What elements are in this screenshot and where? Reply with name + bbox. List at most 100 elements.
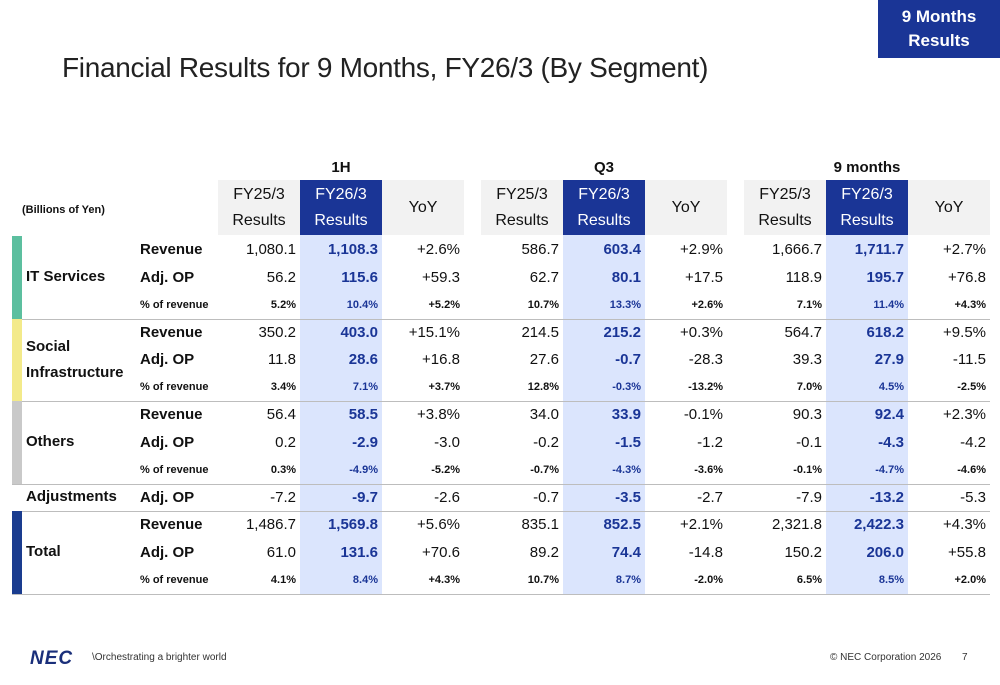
highlight-column	[826, 180, 908, 594]
highlight-column	[563, 180, 645, 594]
segment-bar	[12, 318, 22, 401]
value-cell: +15.1%	[408, 323, 460, 341]
value-cell: -0.7	[615, 351, 641, 369]
value-cell: 403.0	[340, 323, 378, 341]
value-cell: 1,080.1	[245, 241, 296, 259]
value-cell: -0.3%	[612, 381, 641, 394]
value-cell: 150.2	[784, 543, 822, 561]
value-cell: -1.2	[697, 433, 723, 451]
header-line: FY25/3	[759, 185, 811, 203]
value-cell: 92.4	[874, 406, 904, 424]
value-cell: +4.3%	[954, 298, 987, 311]
column-header: FY25/3 Results	[218, 180, 300, 235]
value-cell: 835.1	[521, 516, 559, 534]
value-cell: -4.3	[878, 433, 904, 451]
value-cell: 56.4	[266, 406, 296, 424]
value-cell: -2.6	[434, 488, 460, 506]
separator	[12, 593, 990, 595]
value-cell: 350.2	[258, 323, 296, 341]
column-header: YoY	[382, 180, 464, 235]
value-cell: 80.1	[611, 268, 641, 286]
group-header: 9 months	[833, 158, 901, 176]
value-cell: 34.0	[529, 406, 559, 424]
value-cell: -0.2	[533, 433, 559, 451]
value-cell: +76.8	[948, 268, 986, 286]
value-cell: 4.1%	[270, 573, 296, 586]
separator	[12, 318, 990, 320]
value-cell: 131.6	[340, 543, 378, 561]
value-cell: 11.8	[267, 351, 296, 369]
value-cell: 0.2	[275, 433, 296, 451]
column-header: FY26/3 Results	[826, 180, 908, 235]
value-cell: -9.7	[352, 488, 378, 506]
value-cell: -11.5	[952, 351, 986, 369]
header-line: Results	[577, 211, 631, 229]
value-cell: 10.7%	[527, 573, 559, 586]
value-cell: 39.3	[792, 351, 822, 369]
row-label: Adj. OP	[140, 433, 195, 451]
segment-bar	[12, 236, 22, 319]
value-cell: 62.7	[529, 268, 559, 286]
value-cell: -3.5	[615, 488, 641, 506]
title: Financial Results for 9 Months, FY26/3 (…	[62, 52, 709, 83]
value-cell: 5.2%	[270, 298, 296, 311]
value-cell: -2.5%	[957, 381, 986, 394]
header-line: YoY	[408, 198, 438, 216]
value-cell: -3.0	[434, 433, 460, 451]
value-cell: +9.5%	[943, 323, 986, 341]
value-cell: 564.7	[784, 323, 822, 341]
value-cell: -5.3	[960, 488, 986, 506]
header-line: Results	[314, 211, 368, 229]
value-cell: +2.3%	[943, 406, 986, 424]
segment-label: Social Infrastructure	[26, 337, 124, 381]
value-cell: +70.6	[422, 543, 460, 561]
value-cell: 1,486.7	[245, 516, 296, 534]
value-cell: 852.5	[603, 516, 641, 534]
value-cell: +4.3%	[428, 573, 461, 586]
value-cell: +2.6%	[691, 298, 724, 311]
segment-label: Total	[26, 543, 61, 561]
segment-label: IT Services	[26, 268, 106, 286]
group-header: Q3	[593, 158, 614, 176]
row-label: % of revenue	[140, 573, 209, 586]
highlight-column	[300, 180, 382, 594]
header-line: FY25/3	[496, 185, 548, 203]
value-cell: -3.6%	[694, 463, 723, 476]
value-cell: +3.7%	[428, 381, 461, 394]
value-cell: +17.5	[685, 268, 723, 286]
column-header: FY26/3 Results	[563, 180, 645, 235]
value-cell: +5.2%	[428, 298, 461, 311]
value-cell: 27.9	[874, 351, 904, 369]
value-cell: 90.3	[792, 406, 822, 424]
header-line: YoY	[671, 198, 701, 216]
copyright: © NEC Corporation 2026	[830, 652, 942, 663]
header-line: YoY	[934, 198, 964, 216]
value-cell: -0.1%	[683, 406, 723, 424]
separator	[12, 483, 990, 485]
value-cell: 0.3%	[270, 463, 296, 476]
value-cell: 214.5	[521, 323, 559, 341]
value-cell: 74.4	[611, 543, 641, 561]
header-line: FY25/3	[233, 185, 285, 203]
value-cell: 618.2	[866, 323, 904, 341]
value-cell: -4.3%	[612, 463, 641, 476]
row-label: Revenue	[140, 241, 203, 259]
value-cell: 89.2	[529, 543, 559, 561]
value-cell: 7.1%	[796, 298, 822, 311]
row-label: % of revenue	[140, 381, 209, 394]
row-label: Revenue	[140, 406, 203, 424]
column-header: FY25/3 Results	[481, 180, 563, 235]
group-header: 1H	[331, 158, 351, 176]
header-line: Results	[232, 211, 286, 229]
value-cell: 7.1%	[352, 381, 378, 394]
value-cell: 61.0	[266, 543, 296, 561]
header-line: FY26/3	[841, 185, 893, 203]
value-cell: +55.8	[948, 543, 986, 561]
value-cell: 10.4%	[346, 298, 378, 311]
value-cell: 1,711.7	[854, 241, 904, 259]
value-cell: -2.9	[352, 433, 378, 451]
value-cell: 7.0%	[796, 381, 822, 394]
value-cell: 13.3%	[609, 298, 641, 311]
value-cell: +2.9%	[680, 241, 723, 259]
